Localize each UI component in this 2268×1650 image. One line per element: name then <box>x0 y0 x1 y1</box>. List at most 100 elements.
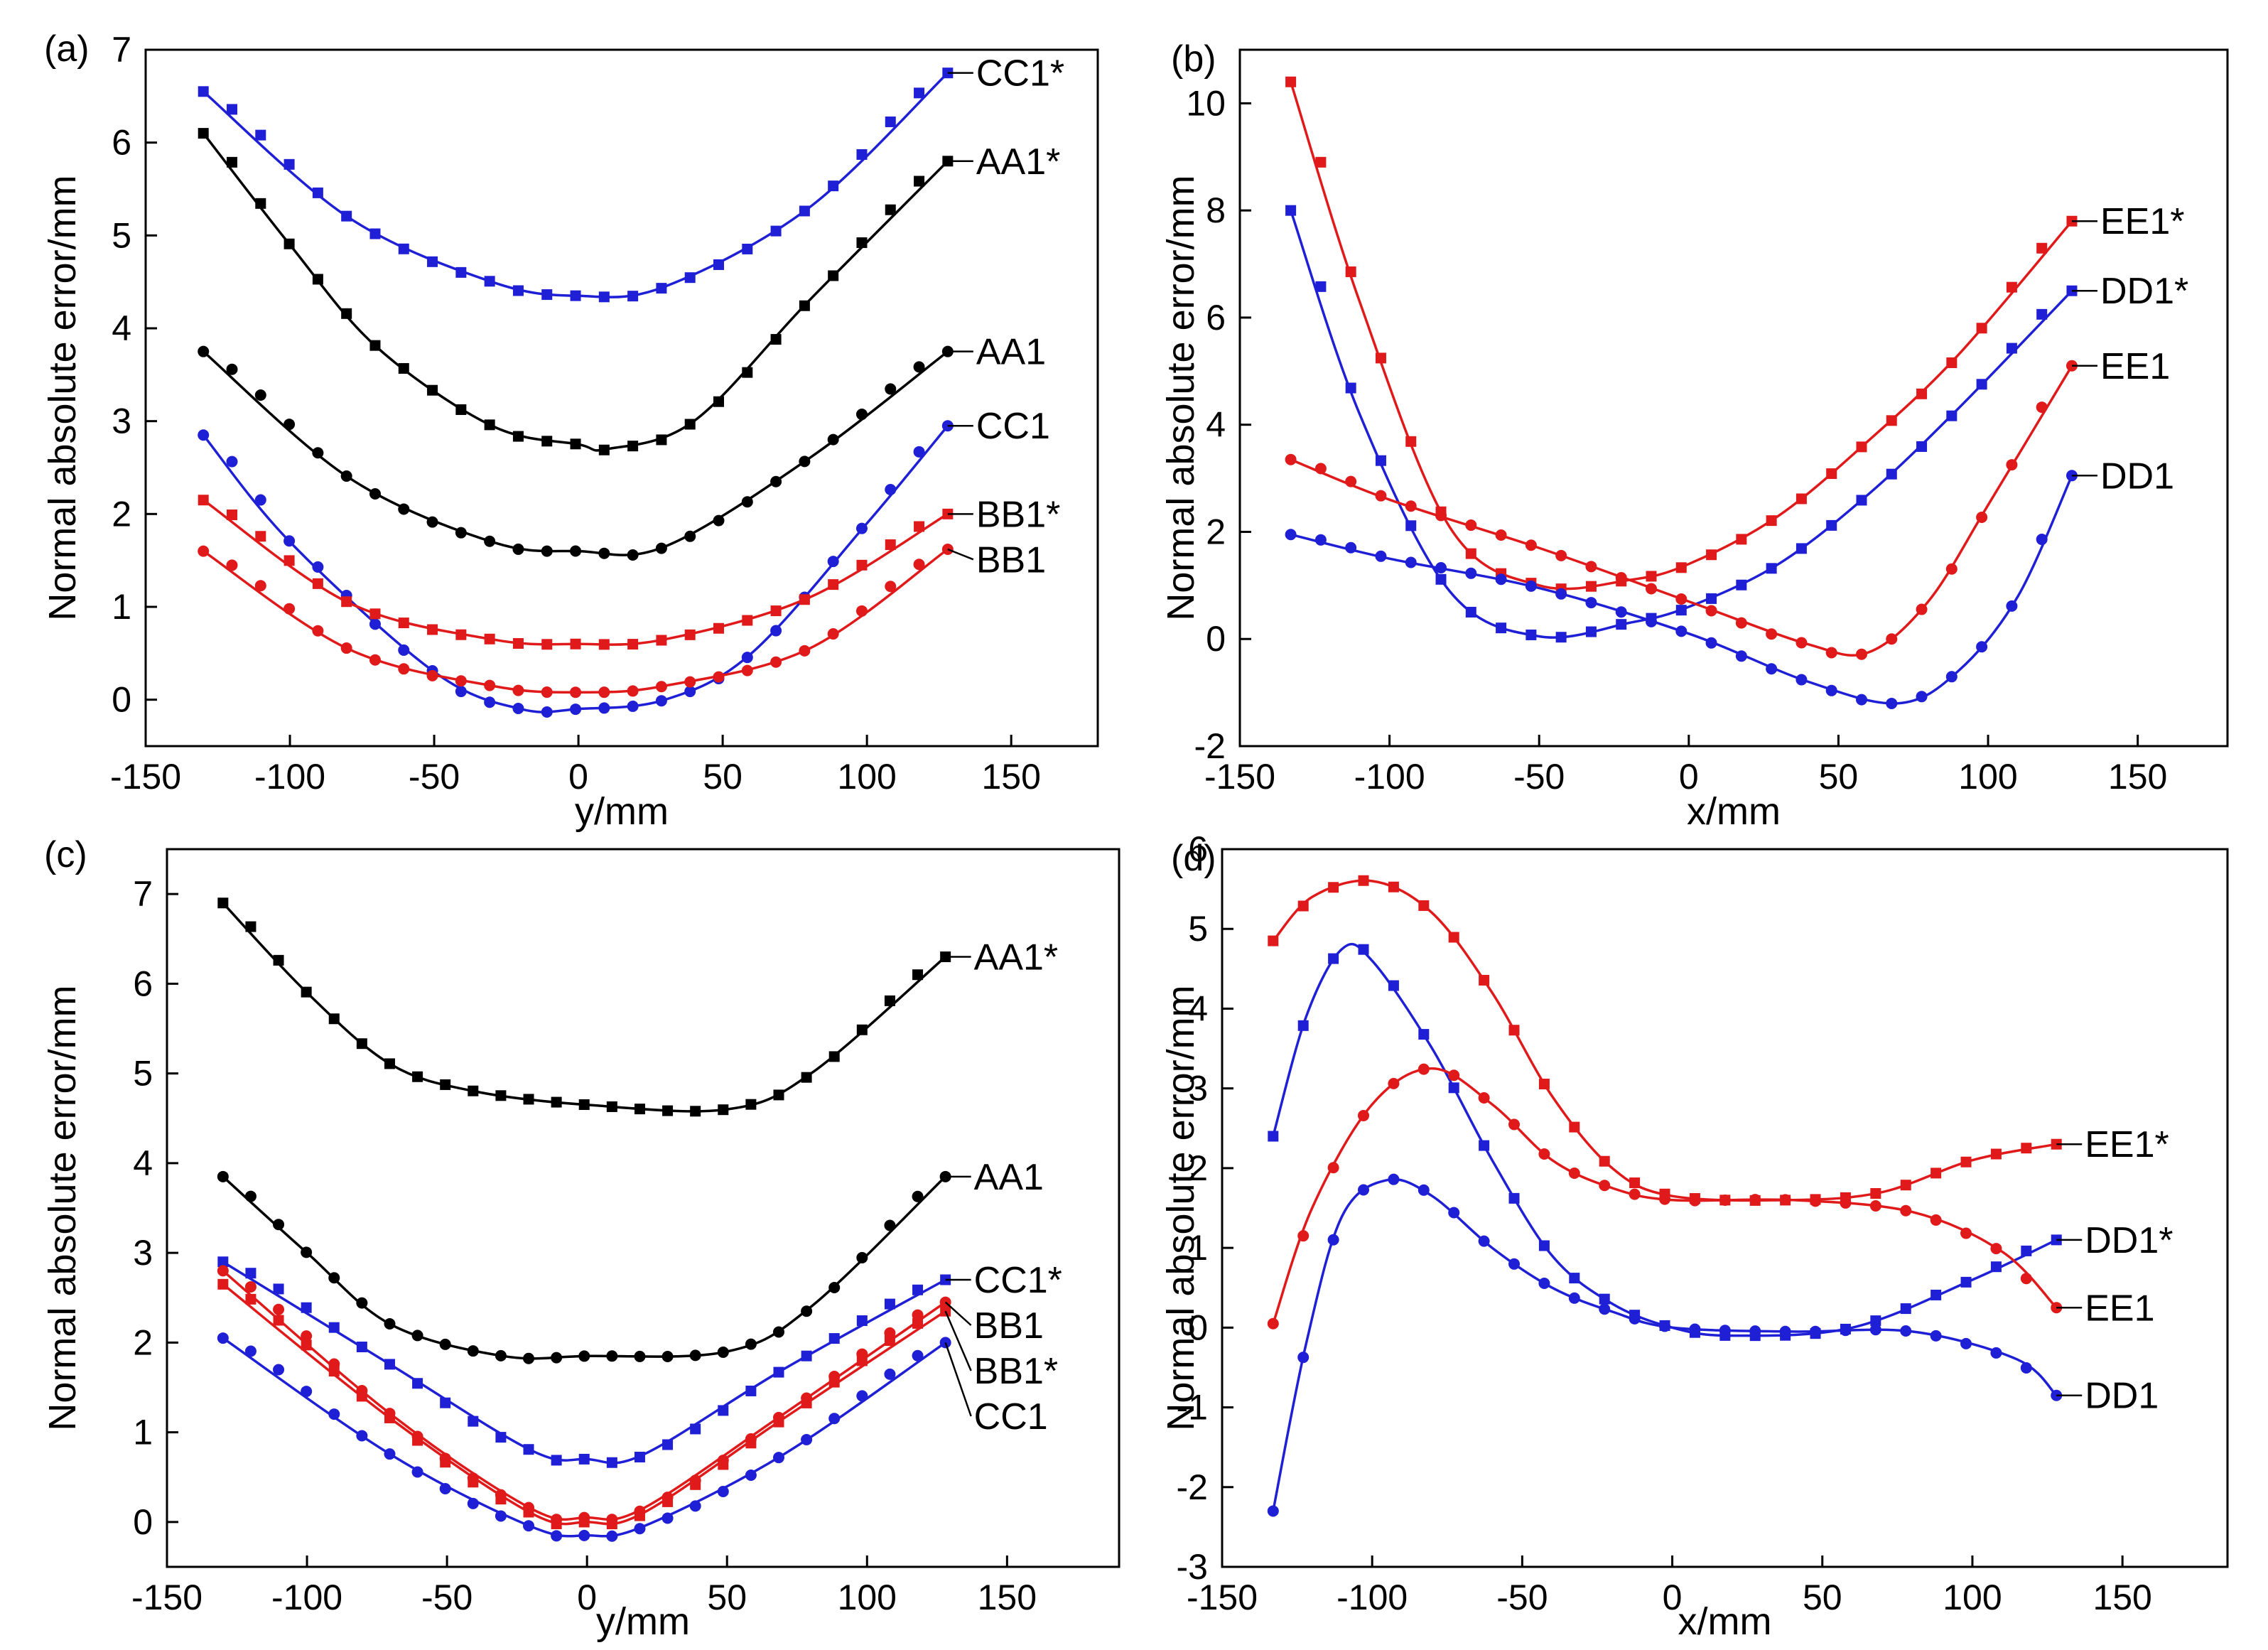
data-point-circle <box>244 1280 256 1293</box>
data-point-square <box>1268 935 1279 947</box>
data-point-circle <box>426 669 438 681</box>
data-point-square <box>884 995 895 1006</box>
data-point-square <box>799 205 810 217</box>
data-point-circle <box>634 1523 646 1535</box>
data-point-circle <box>541 545 553 557</box>
data-point-square <box>713 259 724 270</box>
data-point-circle <box>1869 1324 1881 1336</box>
data-point-square <box>1405 520 1417 532</box>
data-point-circle <box>301 1246 313 1258</box>
data-point-circle <box>1735 650 1747 662</box>
data-point-square <box>828 1333 840 1344</box>
data-point-circle <box>495 1510 507 1522</box>
data-point-circle <box>273 1364 285 1376</box>
data-point-square <box>217 1278 229 1290</box>
plot-frame <box>1221 848 2229 1568</box>
data-point-square <box>198 86 209 97</box>
data-point-square <box>1946 357 1958 368</box>
data-point-square <box>328 1322 340 1333</box>
data-point-circle <box>1659 1320 1671 1332</box>
data-point-square <box>440 1079 451 1090</box>
data-point-circle <box>284 603 296 615</box>
data-point-circle <box>741 496 753 508</box>
data-point-square <box>1479 974 1490 986</box>
data-point-square <box>369 608 381 620</box>
data-point-circle <box>512 543 524 555</box>
data-point-circle <box>1930 1214 1942 1226</box>
data-point-square <box>1448 1082 1459 1094</box>
data-point-circle <box>662 1512 674 1524</box>
data-point-circle <box>689 1349 701 1361</box>
data-point-square <box>398 362 409 374</box>
panel-tag: (c) <box>44 834 87 875</box>
data-point-circle <box>827 433 839 446</box>
series-aa1 <box>217 1170 951 1364</box>
data-point-square <box>1465 606 1476 618</box>
data-point-circle <box>312 625 324 637</box>
data-point-square <box>523 1094 534 1105</box>
data-point-square <box>1675 562 1687 573</box>
series-bb1 <box>198 543 954 699</box>
x-tick-label: 0 <box>577 1578 597 1617</box>
y-tick-label: 7 <box>133 874 153 914</box>
x-tick-label: -100 <box>1336 1578 1408 1617</box>
data-point-circle <box>1705 605 1717 617</box>
data-point-square <box>684 419 696 430</box>
data-point-square <box>799 594 810 605</box>
data-point-circle <box>1869 1200 1881 1212</box>
data-point-square <box>1646 571 1657 582</box>
data-point-square <box>341 596 352 608</box>
data-point-circle <box>1405 556 1417 568</box>
data-point-circle <box>1314 534 1327 546</box>
series-label: AA1 <box>974 1157 1044 1198</box>
data-point-circle <box>1779 1325 1791 1337</box>
y-tick-label: 6 <box>1206 298 1226 338</box>
data-point-square <box>312 187 323 198</box>
x-tick-label: 50 <box>1819 757 1859 797</box>
x-tick-label: 150 <box>978 1578 1037 1617</box>
data-point-square <box>2006 343 2017 354</box>
data-point-square <box>2036 242 2048 254</box>
data-point-square <box>495 1090 507 1101</box>
data-point-square <box>1856 495 1867 506</box>
data-point-square <box>1328 882 1339 893</box>
data-point-square <box>1418 1029 1430 1040</box>
data-point-circle <box>912 1190 924 1202</box>
data-point-square <box>662 1496 674 1507</box>
series-label: DD1 <box>2100 455 2174 497</box>
data-point-square <box>606 1519 617 1530</box>
x-axis-label: x/mm <box>1687 790 1781 833</box>
data-point-square <box>384 1412 395 1423</box>
series-label: DD1* <box>2100 271 2188 312</box>
data-point-circle <box>1388 1077 1400 1089</box>
data-point-circle <box>512 684 524 696</box>
data-point-circle <box>1615 572 1627 584</box>
data-point-circle <box>1358 1184 1370 1196</box>
data-point-circle <box>627 685 639 697</box>
data-point-circle <box>606 1350 618 1362</box>
data-point-circle <box>717 1485 729 1497</box>
data-point-square <box>713 622 724 634</box>
data-point-square <box>2021 1143 2032 1154</box>
data-point-square <box>1585 581 1597 592</box>
data-point-square <box>484 633 495 645</box>
x-tick-label: 0 <box>1663 1578 1683 1617</box>
data-point-square <box>227 509 238 521</box>
y-tick-label: 5 <box>1188 909 1208 949</box>
data-point-square <box>273 1315 284 1326</box>
series-line <box>1289 81 2073 591</box>
chart-panel-4: -150 -100 -50 0 50 100 150 -3 -2 -1 0 1 2 3 4 5 6 x/mm Nor… <box>1160 829 2229 1643</box>
data-point-square <box>551 1519 562 1530</box>
data-point-circle <box>541 706 553 718</box>
series-cc1 <box>217 1332 951 1542</box>
data-point-square <box>1465 548 1476 559</box>
x-tick-label: -150 <box>1187 1578 1258 1617</box>
data-point-circle <box>1900 1204 1912 1217</box>
data-point-circle <box>884 1219 896 1231</box>
series-bb1-star <box>217 1278 951 1530</box>
x-tick-label: 150 <box>981 757 1040 797</box>
data-point-circle <box>217 1332 229 1344</box>
chart-panel-2: -150 -100 -50 0 50 100 150 -2 0 2 4 6 8 10 x/mm Normal … <box>1160 38 2229 833</box>
data-point-square <box>1358 875 1369 886</box>
y-tick-label: 3 <box>1188 1069 1208 1109</box>
